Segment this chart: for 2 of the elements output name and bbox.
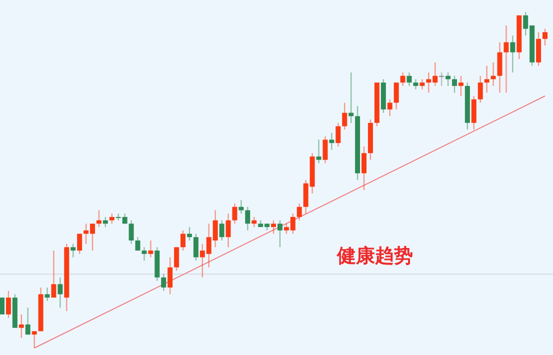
candlestick <box>0 297 4 315</box>
annotation: 健康趋势 <box>336 245 413 267</box>
